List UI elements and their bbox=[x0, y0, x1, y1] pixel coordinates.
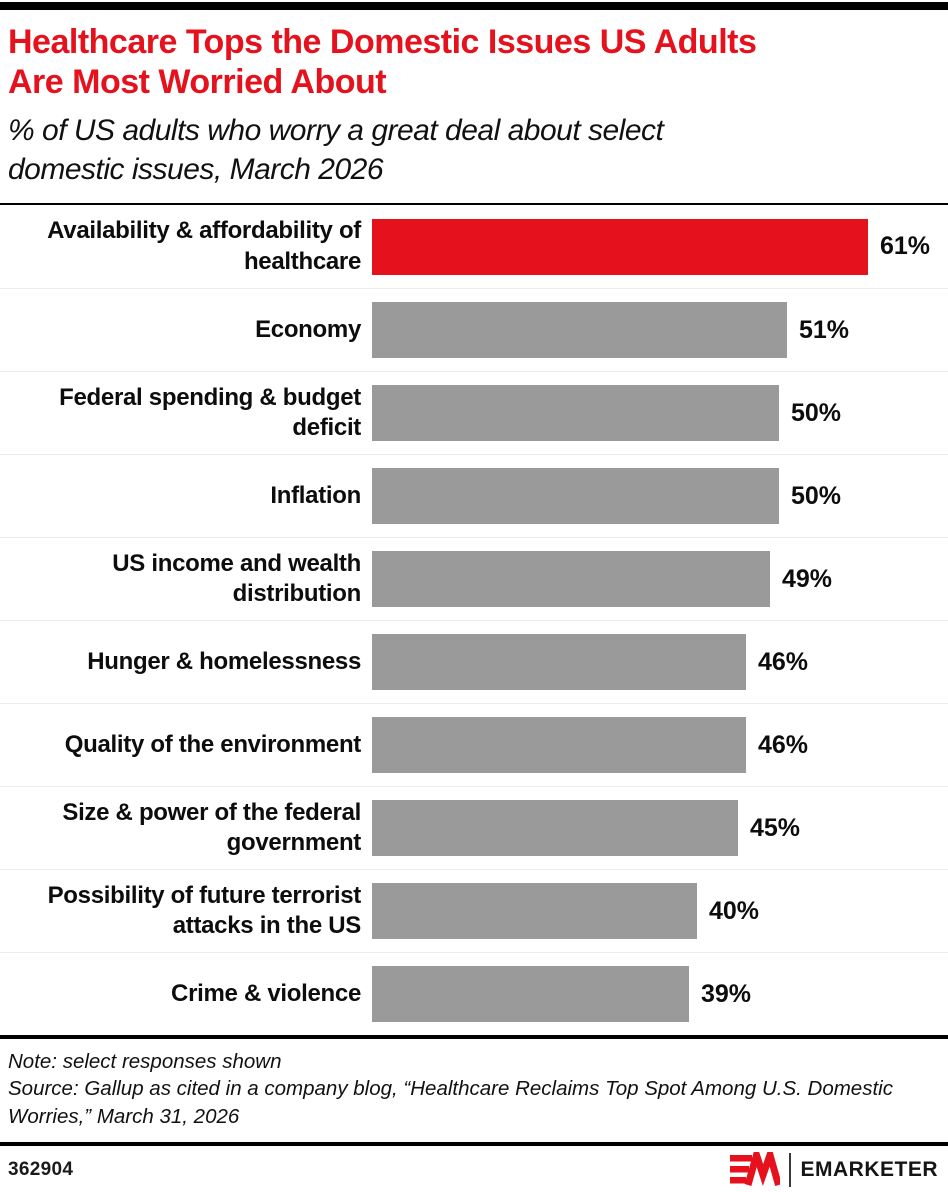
bar bbox=[372, 966, 689, 1022]
chart-row: US income and wealth distribution 49% bbox=[0, 537, 948, 620]
bar-track: 50% bbox=[372, 372, 948, 454]
bar-label: Size & power of the federal government bbox=[62, 798, 361, 856]
bar-value: 61% bbox=[880, 232, 931, 260]
source-line: Source: Gallup as cited in a company blo… bbox=[8, 1077, 893, 1128]
chart-id: 362904 bbox=[8, 1158, 74, 1180]
chart-row: Crime & violence 39% bbox=[0, 952, 948, 1035]
notes-top-rule bbox=[0, 1035, 948, 1039]
bar-track: 49% bbox=[372, 538, 948, 620]
header: Healthcare Tops the Domestic Issues US A… bbox=[0, 10, 948, 189]
bar-value: 46% bbox=[758, 730, 809, 759]
bar-label: Possibility of future terrorist attacks … bbox=[47, 881, 362, 939]
bar bbox=[372, 468, 779, 524]
bar-label: Availability & affordability of healthca… bbox=[47, 217, 361, 275]
bar-track: 40% bbox=[372, 870, 948, 952]
bar-value: 50% bbox=[791, 398, 842, 427]
chart-row: Possibility of future terrorist attacks … bbox=[0, 869, 948, 952]
bar-label: Quality of the environment bbox=[64, 730, 362, 758]
bar-label: Economy bbox=[255, 315, 361, 343]
chart-row: Economy 51% bbox=[0, 288, 948, 371]
bar bbox=[372, 800, 738, 856]
logo-separator bbox=[789, 1152, 792, 1187]
bar bbox=[372, 717, 746, 773]
bar bbox=[372, 218, 868, 275]
bar-value: 39% bbox=[701, 979, 752, 1008]
bar bbox=[372, 385, 779, 441]
bar bbox=[372, 551, 770, 607]
bar-value: 45% bbox=[750, 813, 801, 842]
bar-track: 61% bbox=[372, 205, 948, 288]
bar-label: Hunger & homelessness bbox=[87, 647, 361, 675]
notes: Note: select responses shown Source: Gal… bbox=[0, 1039, 948, 1142]
bar bbox=[372, 883, 697, 939]
chart-row: Quality of the environment 46% bbox=[0, 703, 948, 786]
chart-title: Healthcare Tops the Domestic Issues US A… bbox=[8, 23, 757, 102]
chart-row: Hunger & homelessness 46% bbox=[0, 620, 948, 703]
chart-row: Size & power of the federal government 45… bbox=[0, 786, 948, 869]
emarketer-logo-mark-icon bbox=[730, 1151, 781, 1186]
bar-track: 51% bbox=[372, 289, 948, 371]
chart-row: Inflation 50% bbox=[0, 454, 948, 537]
bar-value: 46% bbox=[758, 647, 809, 676]
chart-rows: Availability & affordability of healthca… bbox=[0, 205, 948, 1035]
bar-label: Crime & violence bbox=[171, 979, 361, 1007]
footer: 362904 EMARKETER bbox=[0, 1146, 948, 1192]
footer-top-rule bbox=[0, 1141, 948, 1146]
bar-label: Federal spending & budget deficit bbox=[59, 383, 361, 441]
chart-subtitle: % of US adults who worry a great deal ab… bbox=[8, 114, 664, 186]
bar-value: 51% bbox=[799, 315, 850, 344]
bar-track: 50% bbox=[372, 455, 948, 537]
bar-value: 40% bbox=[709, 896, 760, 925]
chart-row: Federal spending & budget deficit 50% bbox=[0, 371, 948, 454]
bar-value: 49% bbox=[782, 564, 833, 593]
bar-label: US income and wealth distribution bbox=[112, 549, 361, 607]
bar-label: Inflation bbox=[270, 481, 361, 509]
bar bbox=[372, 302, 787, 358]
bar-track: 39% bbox=[372, 953, 948, 1035]
bar-track: 45% bbox=[372, 787, 948, 869]
bar-track: 46% bbox=[372, 704, 948, 786]
bar-value: 50% bbox=[791, 481, 842, 510]
header-divider bbox=[0, 203, 948, 205]
bar bbox=[372, 634, 746, 690]
note-line: Note: select responses shown bbox=[8, 1050, 282, 1073]
brand-name: EMARKETER bbox=[800, 1157, 938, 1181]
top-rule bbox=[0, 2, 948, 10]
emarketer-logo: EMARKETER bbox=[730, 1151, 938, 1188]
bar-track: 46% bbox=[372, 621, 948, 703]
chart-row: Availability & affordability of healthca… bbox=[0, 205, 948, 288]
